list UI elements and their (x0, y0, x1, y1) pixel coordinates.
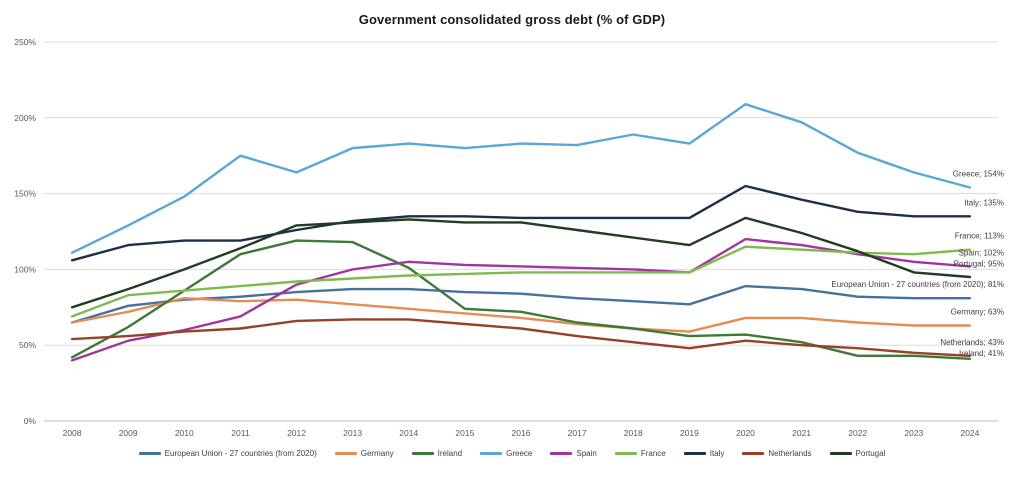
legend: European Union - 27 countries (from 2020… (0, 449, 1024, 458)
series-line-spain (70, 237, 972, 362)
x-tick-label: 2021 (792, 428, 811, 438)
x-tick-label: 2022 (848, 428, 867, 438)
x-tick-label: 2012 (287, 428, 306, 438)
legend-item: Ireland (411, 449, 463, 458)
x-tick-label: 2019 (680, 428, 699, 438)
legend-swatch (829, 452, 852, 455)
legend-item: Greece (480, 449, 532, 458)
legend-label: Greece (506, 449, 533, 458)
y-tick-label: 50% (19, 340, 36, 350)
x-tick-label: 2023 (904, 428, 923, 438)
legend-swatch (334, 452, 357, 455)
x-tick-label: 2015 (455, 428, 474, 438)
x-tick-label: 2010 (175, 428, 194, 438)
legend-swatch (138, 452, 161, 455)
legend-item: France (614, 449, 666, 458)
end-label: Netherlands; 43% (940, 338, 1004, 347)
end-label: European Union - 27 countries (from 2020… (831, 280, 1004, 289)
legend-label: Portugal (855, 449, 886, 458)
gridlines (44, 41, 998, 422)
end-label: Spain; 102% (959, 248, 1004, 257)
end-labels: Greece; 154% Italy; 135% France; 113% Spain… (831, 170, 1004, 358)
end-label: Greece; 154% (953, 170, 1004, 179)
legend-label: European Union - 27 countries (from 2020… (164, 449, 317, 458)
x-tick-label: 2020 (736, 428, 755, 438)
legend-label: Netherlands (768, 449, 812, 458)
legend-label: Italy (709, 449, 725, 458)
legend-label: Germany (360, 449, 394, 458)
legend-swatch (614, 452, 637, 455)
series-lines (70, 102, 972, 362)
x-tick-label: 2018 (624, 428, 643, 438)
chart-title: Government consolidated gross debt (% of… (358, 12, 666, 27)
y-tick-label: 200% (14, 113, 36, 123)
x-tick-label: 2024 (960, 428, 979, 438)
series-line-germany (70, 297, 972, 333)
x-tick-label: 2014 (399, 428, 418, 438)
legend-swatch (480, 452, 503, 455)
series-line-france (70, 245, 972, 318)
legend-item: Spain (550, 449, 597, 458)
end-label: France; 113% (955, 232, 1004, 241)
x-tick-label: 2011 (231, 428, 250, 438)
series-line-european-union-27-countries-from-2020 (70, 284, 972, 324)
legend-swatch (550, 452, 573, 455)
series-line-italy (70, 184, 972, 262)
x-tick-label: 2009 (119, 428, 138, 438)
end-label: Portugal; 95% (954, 259, 1004, 268)
series-line-portugal (70, 216, 972, 309)
legend-item: Portugal (829, 449, 886, 458)
x-tick-label: 2016 (512, 428, 531, 438)
end-label: Ireland; 41% (959, 349, 1004, 358)
end-label: Germany; 63% (951, 307, 1004, 316)
y-axis: 0% 50% 100% 150% 200% 250% (14, 37, 36, 426)
legend-item: Italy (683, 449, 725, 458)
legend-item: European Union - 27 countries (from 2020… (138, 449, 317, 458)
legend-label: Spain (576, 449, 597, 458)
y-tick-label: 250% (14, 37, 36, 47)
legend-item: Germany (334, 449, 394, 458)
legend-label: Ireland (437, 449, 463, 458)
y-tick-label: 0% (24, 416, 37, 426)
end-label: Italy; 135% (964, 198, 1004, 207)
y-tick-label: 150% (14, 189, 36, 199)
x-tick-label: 2008 (63, 428, 82, 438)
x-tick-label: 2017 (568, 428, 587, 438)
y-tick-label: 100% (14, 264, 36, 274)
legend-item: Netherlands (742, 449, 812, 458)
legend-swatch (742, 452, 765, 455)
legend-swatch (411, 452, 434, 455)
legend-label: France (640, 449, 666, 458)
x-axis: 2008 2009 2010 2011 2012 2013 2014 2015 2016 2017… (63, 428, 980, 438)
series-line-greece (70, 102, 972, 254)
legend-swatch (683, 452, 706, 455)
series-line-netherlands (70, 318, 972, 357)
x-tick-label: 2013 (343, 428, 362, 438)
